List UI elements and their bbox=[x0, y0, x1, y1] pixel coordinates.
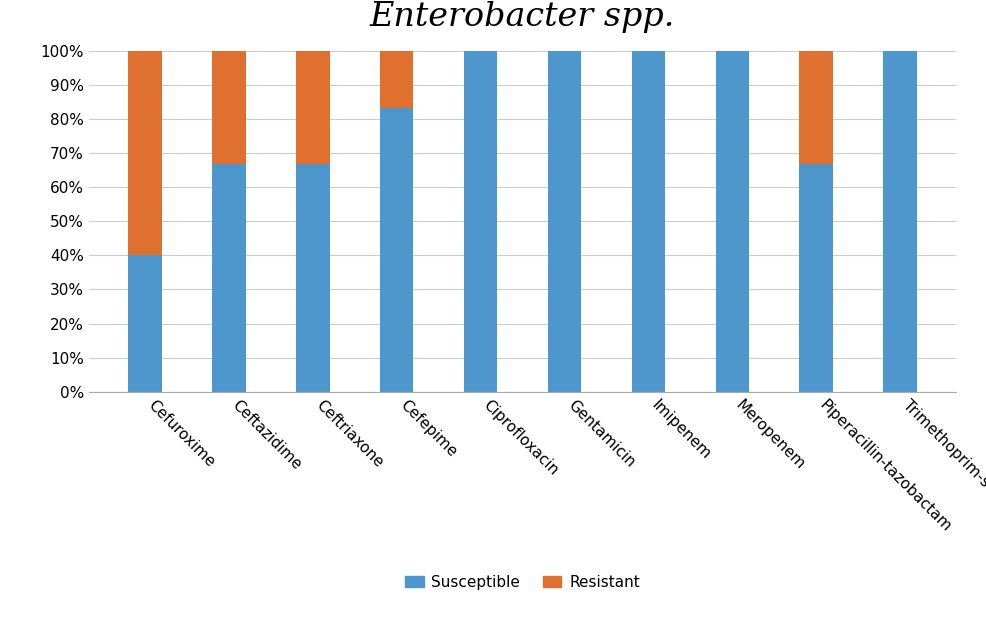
Bar bbox=[380, 51, 413, 107]
Bar bbox=[296, 164, 329, 392]
Bar bbox=[212, 164, 246, 392]
Bar bbox=[632, 51, 666, 392]
Bar bbox=[380, 107, 413, 392]
Bar bbox=[128, 51, 162, 255]
Legend: Susceptible, Resistant: Susceptible, Resistant bbox=[399, 569, 646, 596]
Bar bbox=[800, 51, 833, 164]
Bar bbox=[716, 51, 749, 392]
Bar bbox=[463, 51, 497, 392]
Bar bbox=[883, 51, 917, 392]
Bar bbox=[128, 255, 162, 392]
Bar bbox=[212, 51, 246, 164]
Bar bbox=[548, 51, 582, 392]
Title: Enterobacter spp.: Enterobacter spp. bbox=[370, 1, 675, 33]
Bar bbox=[800, 164, 833, 392]
Bar bbox=[296, 51, 329, 164]
